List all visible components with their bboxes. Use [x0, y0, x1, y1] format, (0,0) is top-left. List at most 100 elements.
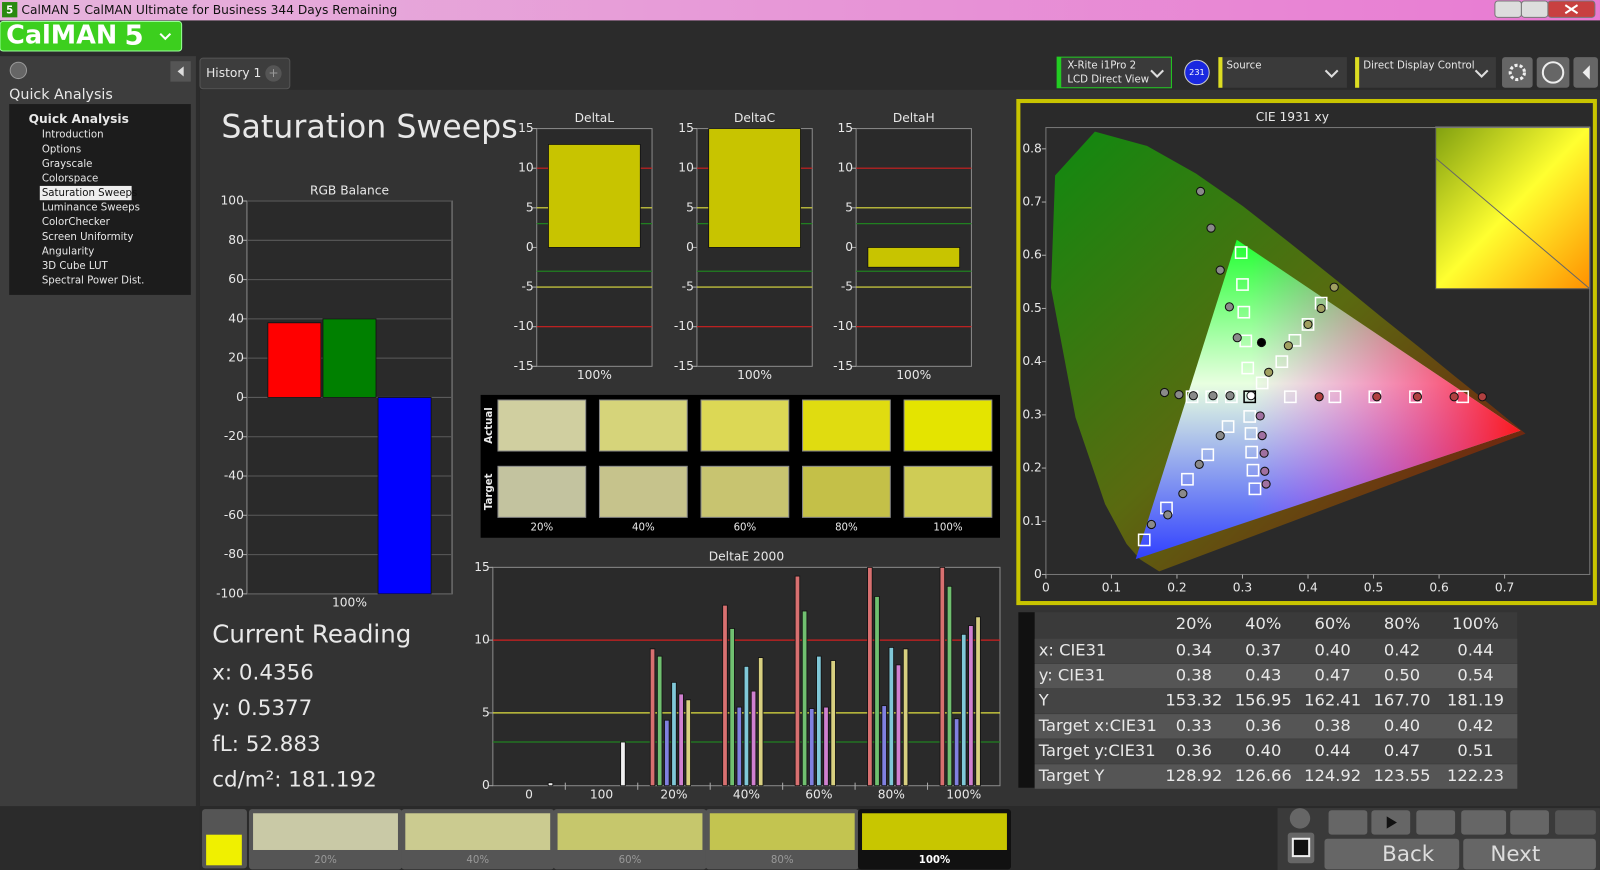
minimize-button[interactable] [1494, 0, 1522, 18]
table-cell: 124.92 [1304, 766, 1361, 785]
table-cell: 153.32 [1165, 691, 1222, 710]
x-tick-label: 100% [737, 368, 772, 382]
measured-point [1412, 392, 1423, 402]
swatch-label: 40% [632, 523, 655, 534]
eject-button[interactable] [1289, 808, 1311, 829]
refresh-button[interactable] [1510, 810, 1549, 835]
table-cell: 0.34 [1176, 641, 1212, 660]
meter-mode: LCD Direct View [1067, 75, 1149, 86]
tree-item[interactable]: Colorspace [42, 173, 98, 184]
chart-title: DeltaC [734, 111, 775, 125]
y-tick-label: -5 [521, 280, 533, 294]
tree-item[interactable]: Options [42, 144, 81, 155]
bar [794, 575, 801, 787]
measured-point [1159, 387, 1170, 398]
tree-item[interactable]: ColorChecker [42, 217, 111, 228]
measured-point [1256, 337, 1267, 348]
x-tick-label: 100% [896, 368, 931, 382]
bar [548, 144, 641, 248]
table-row [1034, 739, 1518, 764]
table-cell: 0.42 [1457, 716, 1493, 735]
y-tick-label: -15 [514, 359, 534, 373]
display-selector[interactable] [1355, 57, 1496, 88]
range-button[interactable] [1416, 810, 1456, 835]
tree-item[interactable]: Introduction [42, 130, 104, 141]
tree-item[interactable]: Spectral Power Dist. [42, 276, 145, 287]
y-tick-label: -40 [224, 469, 244, 483]
tree-item[interactable]: Luminance Sweeps [42, 203, 140, 214]
back-button[interactable] [1324, 838, 1460, 870]
bar [968, 625, 974, 787]
y-tick-label: 15 [837, 121, 853, 135]
bottom-swatch [709, 813, 855, 850]
target-point [1246, 463, 1260, 477]
x-tick-label: 0.5 [1364, 580, 1383, 594]
bottom-swatches: 20% 40% 60% 80% 100% [248, 809, 1012, 870]
logo[interactable] [0, 20, 183, 52]
y-tick-label: 80 [228, 233, 244, 247]
measured-point [1283, 341, 1293, 351]
bar [322, 318, 377, 398]
bar [267, 322, 322, 398]
table-header: 60% [1315, 614, 1351, 633]
y-tick-label: 5 [482, 705, 490, 719]
page-title: Saturation Sweeps [221, 110, 517, 146]
swatch-label: 20% [531, 523, 554, 534]
tree-item[interactable]: Grayscale [42, 159, 93, 170]
plot-frame [1045, 127, 1591, 575]
measured-point [1178, 489, 1188, 499]
next-button[interactable] [1463, 838, 1596, 870]
target-point [1244, 427, 1258, 440]
sidebar-button[interactable] [9, 61, 28, 80]
measured-point [1316, 303, 1326, 314]
tree-item[interactable]: Screen Uniformity [42, 232, 134, 243]
target-point [1301, 318, 1315, 331]
tree-item[interactable]: Saturation Sweeps [42, 188, 137, 199]
tree-item[interactable]: 3D Cube LUT [42, 261, 109, 272]
y-tick-label: 10 [474, 633, 490, 647]
check-button[interactable] [1555, 810, 1596, 835]
target-point [1137, 533, 1151, 547]
y-tick-label: 0.6 [1022, 248, 1042, 262]
bar [656, 655, 663, 787]
x-tick-label: 40% [733, 787, 760, 801]
table-cell: 0.38 [1176, 666, 1212, 685]
add-tab-text: + [268, 66, 278, 80]
target-point [1237, 305, 1251, 319]
badge[interactable] [1184, 59, 1210, 86]
measured-point [1194, 459, 1204, 469]
measured-point [1255, 411, 1265, 421]
target-swatch [802, 465, 891, 518]
table-row [1034, 714, 1518, 739]
cie-chart: CIE 1931 xy 0 0.1 0.2 0.3 0.4 0.5 0.6 0.7 0 0.1 0.2… [1022, 110, 1591, 594]
bar [961, 633, 967, 787]
maximize-button[interactable] [1520, 0, 1549, 18]
loop-button[interactable] [1461, 810, 1507, 835]
tree-root[interactable]: Quick Analysis [29, 112, 129, 126]
bottom-label: 60% [619, 855, 642, 866]
add-tab[interactable] [265, 65, 282, 82]
y-tick-label: -15 [674, 359, 694, 373]
target-point [1275, 355, 1289, 369]
tree-item[interactable]: Angularity [42, 246, 94, 257]
charts: RGB Balance-100-80-60-40-200204060801001… [212, 111, 1001, 801]
y-tick-label: -10 [674, 319, 694, 333]
y-tick-label: 10 [678, 161, 694, 175]
measured-point [1215, 431, 1225, 441]
bottom-swatch [405, 813, 551, 850]
measured-point [1259, 448, 1269, 458]
stop-playback[interactable] [1328, 810, 1368, 835]
bar [823, 706, 829, 787]
stop-icon [1291, 837, 1311, 858]
next-label: Next [1490, 842, 1540, 867]
y-tick-label: -5 [682, 280, 694, 294]
row-label: Target [484, 473, 495, 510]
source-selector[interactable] [1218, 57, 1347, 88]
y-tick-label: 0 [236, 390, 244, 404]
settings-button[interactable] [1502, 57, 1533, 88]
tab[interactable] [199, 57, 291, 90]
table-cell: 0.47 [1384, 741, 1420, 760]
table-cell: 0.37 [1245, 641, 1281, 660]
row-label: Target y:CIE31 [1038, 741, 1156, 760]
